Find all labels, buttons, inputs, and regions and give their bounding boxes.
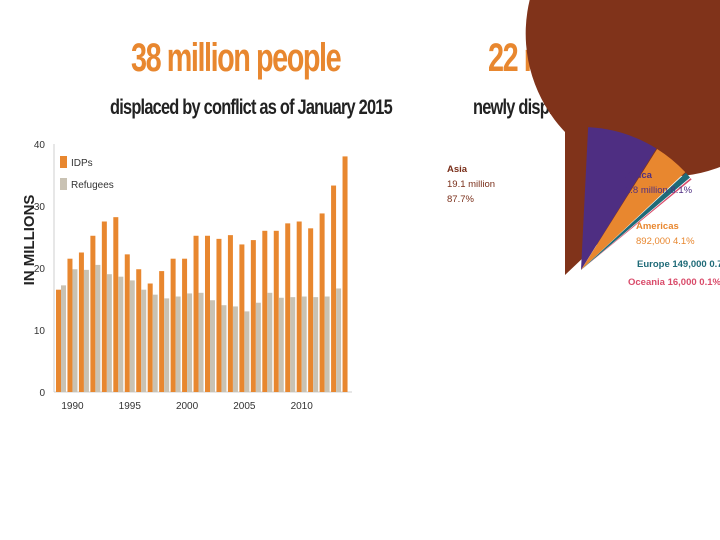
idps-bar bbox=[78, 252, 84, 392]
idps-bar bbox=[136, 269, 142, 392]
refugees-bar bbox=[129, 280, 135, 392]
x-tick-label: 2000 bbox=[176, 401, 199, 412]
refugees-bar bbox=[175, 296, 181, 392]
legend-swatch-refugees bbox=[60, 178, 67, 190]
pie-label-asia: Asia bbox=[447, 164, 468, 175]
x-tick-label: 2005 bbox=[233, 401, 256, 412]
refugees-bar bbox=[83, 269, 89, 392]
refugees-bar bbox=[324, 296, 330, 392]
idps-bar bbox=[285, 223, 291, 392]
idps-bar bbox=[308, 228, 314, 392]
pie-label-americas: Americas bbox=[636, 221, 679, 232]
idps-bar bbox=[193, 235, 199, 392]
idps-bar bbox=[159, 271, 165, 392]
refugees-bar bbox=[198, 292, 204, 392]
y-tick-label: 10 bbox=[34, 326, 46, 337]
refugees-bar bbox=[221, 305, 227, 392]
y-tick-label: 0 bbox=[39, 388, 45, 399]
refugees-bar bbox=[313, 297, 319, 392]
x-tick-label: 1995 bbox=[119, 401, 142, 412]
y-tick-label: 20 bbox=[34, 264, 46, 275]
idps-bar bbox=[170, 258, 176, 392]
idps-bar bbox=[342, 156, 348, 392]
refugees-bar bbox=[152, 294, 158, 392]
idps-bar bbox=[227, 235, 233, 392]
y-tick-label: 30 bbox=[34, 202, 46, 213]
refugees-bar bbox=[106, 274, 112, 392]
idps-bar bbox=[319, 213, 325, 392]
idps-bar bbox=[147, 283, 153, 392]
refugees-bar bbox=[278, 297, 284, 392]
idps-bar bbox=[262, 230, 268, 392]
refugees-bar bbox=[210, 300, 215, 392]
idps-bar bbox=[216, 238, 222, 392]
bar-chart-title: 38 million people bbox=[131, 36, 342, 80]
legend-label: Refugees bbox=[71, 180, 114, 191]
refugees-bar bbox=[244, 311, 250, 392]
pie-label-oceania: Oceania 16,000 0.1% bbox=[628, 277, 720, 288]
idps-bar bbox=[124, 254, 130, 392]
idps-bar bbox=[113, 217, 119, 392]
pie-label-americas: 892,000 4.1% bbox=[636, 236, 695, 247]
refugees-bar bbox=[141, 289, 147, 392]
x-tick-label: 1990 bbox=[61, 401, 84, 412]
refugees-bar bbox=[232, 306, 238, 392]
pie-slice-oceania bbox=[581, 178, 692, 270]
pie-label-asia: 87.7% bbox=[447, 194, 474, 205]
idps-bar bbox=[205, 235, 210, 392]
y-axis-label: IN MILLIONS bbox=[21, 195, 38, 286]
refugees-bar bbox=[187, 293, 193, 392]
refugees-bar bbox=[301, 296, 307, 392]
refugees-bar bbox=[336, 288, 342, 392]
refugees-bar bbox=[255, 302, 261, 392]
y-tick-label: 40 bbox=[34, 140, 46, 151]
idps-bar bbox=[250, 240, 256, 392]
x-tick-label: 2010 bbox=[291, 401, 314, 412]
refugees-bar bbox=[290, 297, 296, 392]
pie-label-africa: Africa bbox=[625, 170, 653, 181]
pie-slice-americas bbox=[581, 148, 686, 270]
refugees-bar bbox=[164, 298, 170, 392]
legend-swatch-idps bbox=[60, 156, 67, 168]
refugees-bar bbox=[118, 276, 124, 392]
refugees-bar bbox=[72, 269, 78, 392]
idps-bar bbox=[101, 221, 107, 392]
idps-bar bbox=[56, 289, 61, 392]
legend-label: IDPs bbox=[71, 158, 93, 169]
idps-bar bbox=[182, 258, 188, 392]
pie-slice-africa bbox=[581, 127, 657, 270]
pie-label-europe: Europe 149,000 0.7% bbox=[637, 259, 720, 270]
refugees-bar bbox=[267, 292, 273, 392]
idps-bar bbox=[273, 230, 279, 392]
bar-chart-subtitle: displaced by conflict as of January 2015 bbox=[110, 96, 393, 119]
pie-slice-europe bbox=[581, 172, 691, 270]
pie-label-asia: 19.1 million bbox=[447, 179, 495, 190]
idps-bar bbox=[90, 235, 96, 392]
idps-bar bbox=[331, 185, 337, 392]
idps-bar bbox=[239, 244, 245, 392]
idps-bar bbox=[296, 221, 302, 392]
refugees-bar bbox=[61, 285, 66, 392]
refugees-bar bbox=[95, 264, 101, 392]
pie-label-africa: 1.8 million 8.1% bbox=[625, 185, 693, 196]
idps-bar bbox=[67, 258, 73, 392]
